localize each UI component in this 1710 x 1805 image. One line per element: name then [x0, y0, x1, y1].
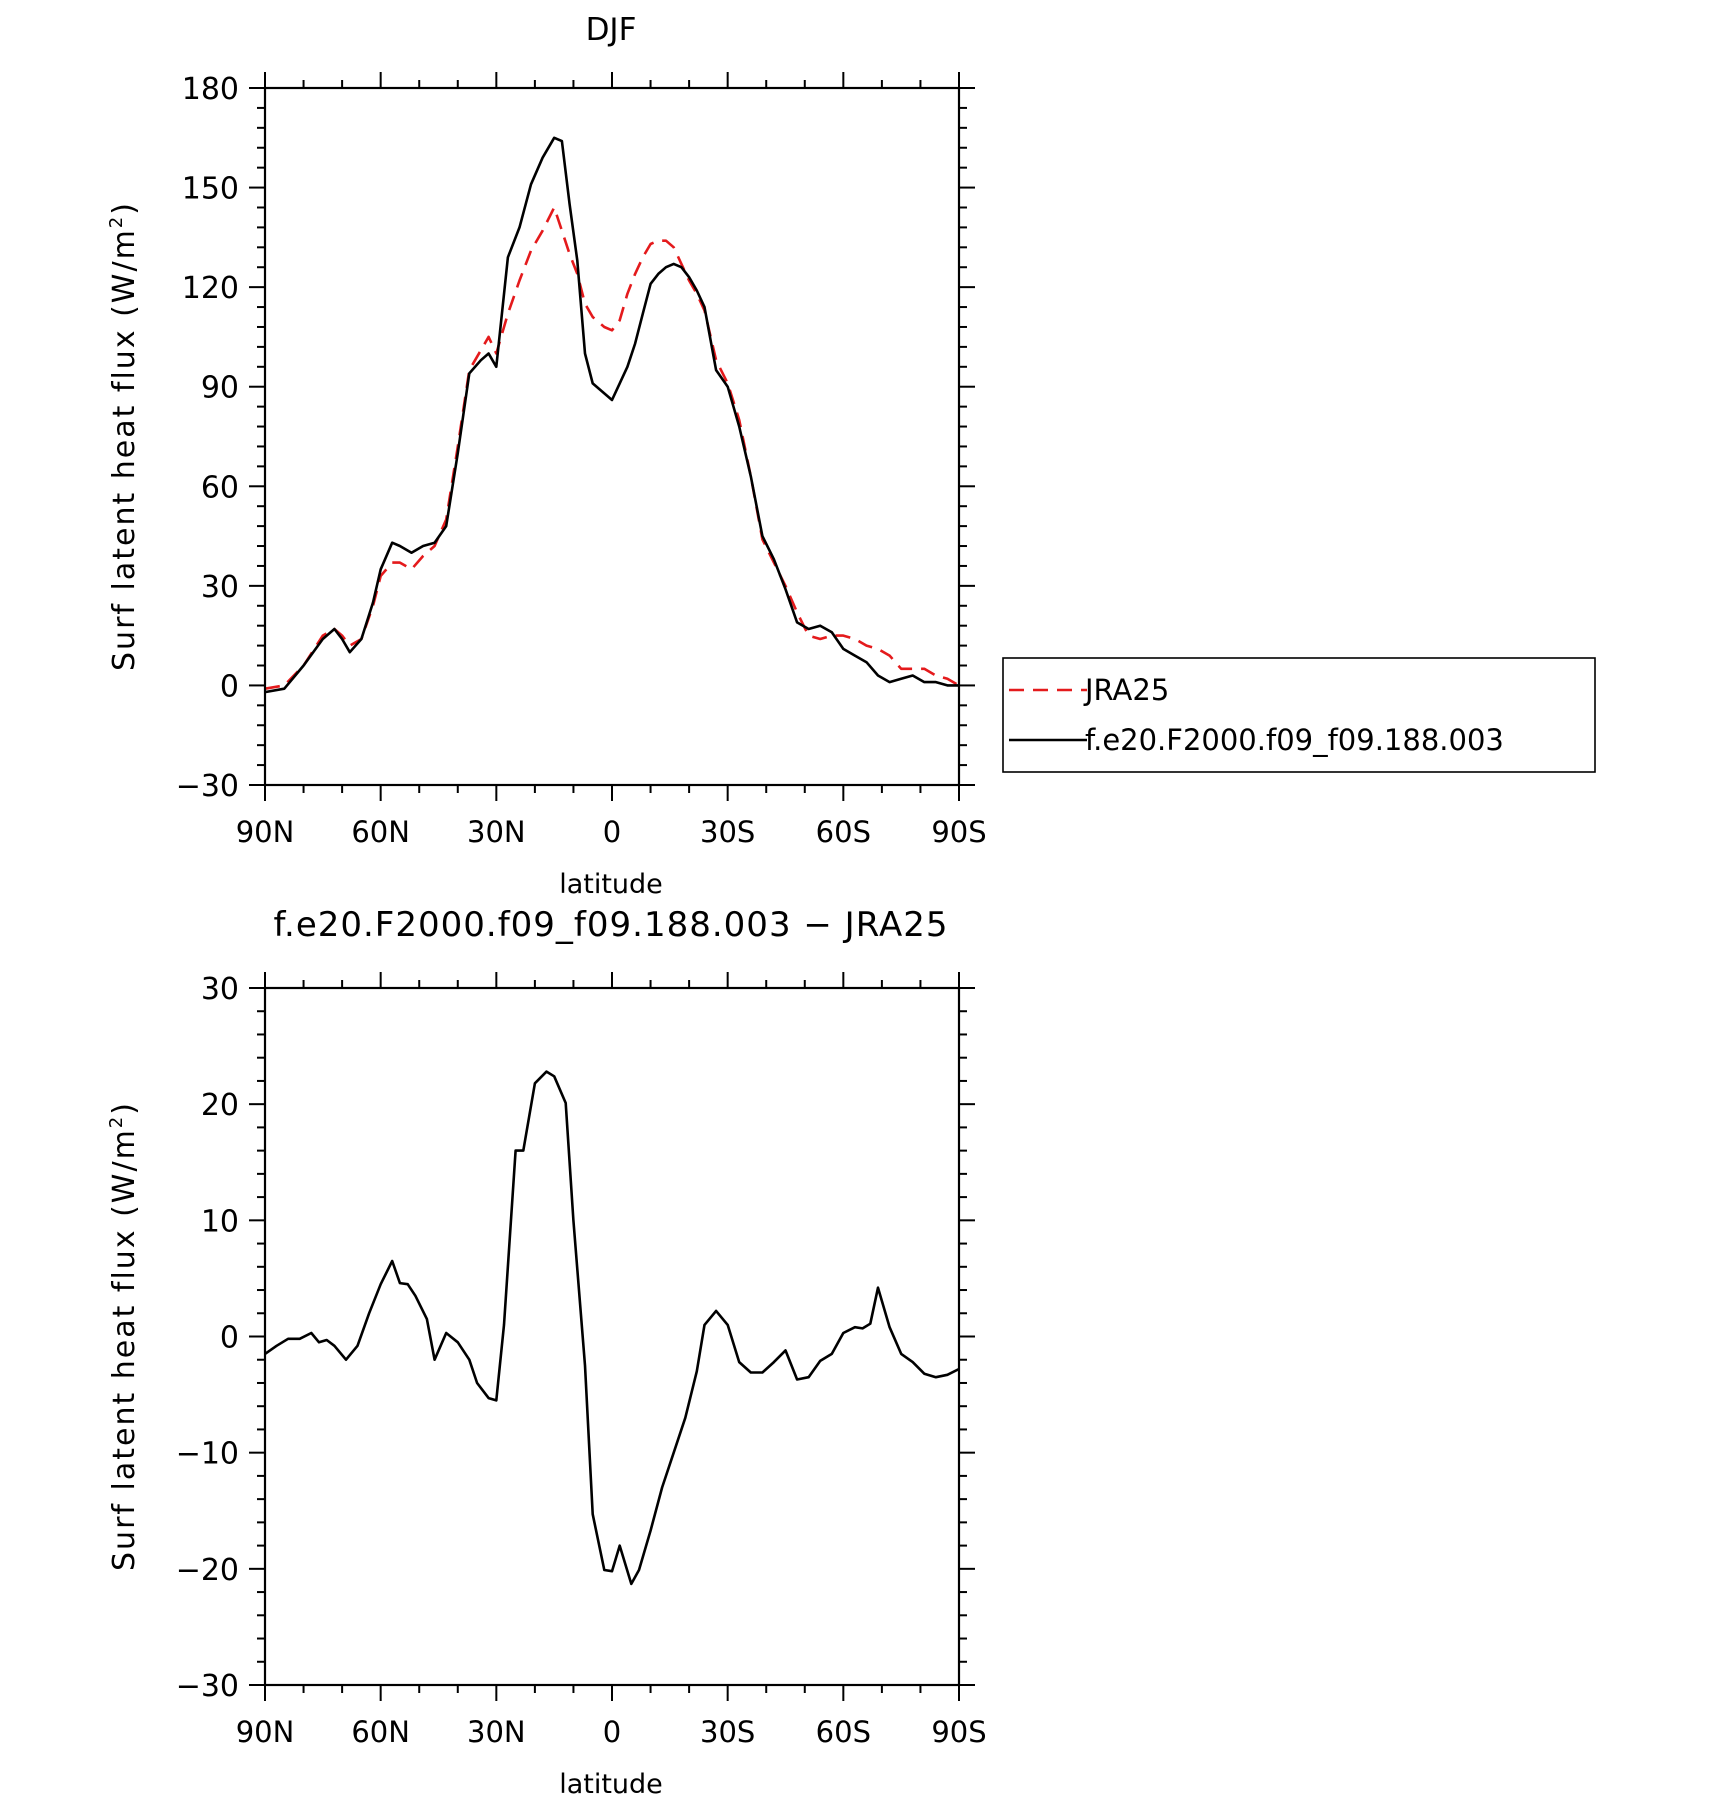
top-panel: DJF 90N 60N 30N 0 30S 60S 90S −30 0 30 60 90 120 150…	[106, 12, 1596, 900]
bottom-y-axis-label-close: )	[107, 1101, 142, 1115]
bottom-x-tick-label: 30S	[700, 1715, 755, 1749]
bottom-y-tick-label: 0	[220, 1321, 239, 1356]
top-x-tick-label: 90N	[236, 815, 295, 849]
legend: JRA25 f.e20.F2000.f09_f09.188.003	[1002, 657, 1596, 773]
bottom-y-tick-label: −30	[176, 1669, 239, 1704]
top-y-tick-label: 150	[182, 172, 239, 207]
top-x-tick-label: 30S	[700, 815, 755, 849]
series-line-difference	[264, 1070, 960, 1586]
bottom-y-axis-label: Surf latent heat flux (W/m2)	[106, 1101, 142, 1571]
top-y-tick-labels: −30 0 30 60 90 120 150 180	[176, 72, 239, 804]
top-y-tick-label: 120	[182, 271, 239, 306]
top-y-tick-label: 90	[201, 371, 239, 406]
bottom-x-axis-label: latitude	[559, 1769, 663, 1800]
legend-label-jra25: JRA25	[1083, 673, 1169, 707]
series-line-jra25	[264, 206, 960, 690]
bottom-y-tick-label: −20	[176, 1553, 239, 1588]
top-x-tick-labels: 90N 60N 30N 0 30S 60S 90S	[236, 815, 987, 849]
bottom-x-tick-label: 60S	[816, 1715, 871, 1749]
bottom-y-tick-label: 10	[201, 1204, 239, 1239]
bottom-y-tick-label: −10	[176, 1437, 239, 1472]
top-x-tick-label: 90S	[931, 815, 986, 849]
bottom-panel: f.e20.F2000.f09_f09.188.003 − JRA25 90N 6…	[106, 905, 987, 1800]
top-y-axis-label-superscript: 2	[106, 215, 127, 228]
top-x-tick-label: 0	[603, 815, 621, 849]
top-y-axis-label-main: Surf latent heat flux (W/m	[107, 228, 142, 671]
legend-box	[1002, 657, 1596, 773]
top-y-tick-label: −30	[176, 769, 239, 804]
top-chart-title: DJF	[586, 12, 637, 48]
top-tick-marks	[249, 72, 975, 801]
bottom-x-tick-label: 0	[603, 1715, 621, 1749]
top-x-tick-label: 30N	[467, 815, 526, 849]
bottom-y-tick-label: 30	[201, 972, 239, 1007]
top-series-group	[264, 136, 960, 694]
top-y-axis-label: Surf latent heat flux (W/m2)	[106, 201, 142, 671]
bottom-y-tick-labels: −30 −20 −10 0 10 20 30	[176, 972, 239, 1704]
top-plot-area: 90N 60N 30N 0 30S 60S 90S −30 0 30 60 90 120 150 180	[176, 72, 987, 849]
top-y-tick-label: 0	[220, 669, 239, 704]
top-y-tick-label: 60	[201, 470, 239, 505]
top-x-tick-label: 60S	[816, 815, 871, 849]
bottom-x-tick-label: 90N	[236, 1715, 295, 1749]
top-y-tick-label: 30	[201, 570, 239, 605]
top-x-axis-label: latitude	[559, 869, 663, 900]
top-y-axis-label-close: )	[107, 201, 142, 215]
bottom-y-tick-label: 20	[201, 1088, 239, 1123]
bottom-y-axis-label-superscript: 2	[106, 1115, 127, 1128]
bottom-x-tick-labels: 90N 60N 30N 0 30S 60S 90S	[236, 1715, 987, 1749]
bottom-x-tick-label: 90S	[931, 1715, 986, 1749]
legend-entry-jra25: JRA25	[1009, 673, 1169, 707]
top-y-tick-label: 180	[182, 72, 239, 107]
legend-label-f-e20-model: f.e20.F2000.f09_f09.188.003	[1085, 723, 1504, 757]
bottom-chart-title: f.e20.F2000.f09_f09.188.003 − JRA25	[274, 905, 949, 945]
bottom-y-axis-label-main: Surf latent heat flux (W/m	[107, 1128, 142, 1571]
bottom-plot-area: 90N 60N 30N 0 30S 60S 90S −30 −20 −10 0 10 20 30	[176, 972, 987, 1749]
bottom-x-tick-label: 60N	[351, 1715, 410, 1749]
bottom-series-group	[264, 1070, 960, 1586]
top-x-tick-label: 60N	[351, 815, 410, 849]
bottom-tick-marks	[249, 972, 975, 1701]
legend-entry-f-e20-model: f.e20.F2000.f09_f09.188.003	[1009, 723, 1504, 757]
series-line-f-e20-model	[264, 136, 959, 694]
bottom-x-tick-label: 30N	[467, 1715, 526, 1749]
